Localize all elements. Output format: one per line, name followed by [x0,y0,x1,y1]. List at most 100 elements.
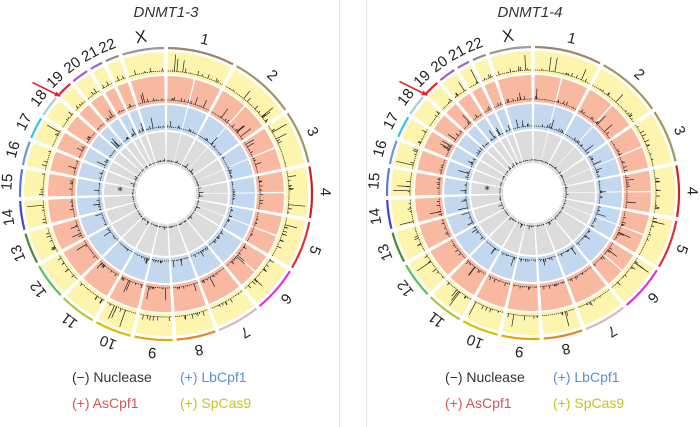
signal-spikes [121,244,129,252]
chromosome-segment-17: 17 [380,110,508,182]
signal-spikes [440,140,452,152]
track-lbcpf1 [91,135,118,160]
signal-spikes [118,110,123,113]
track-lbcpf1 [506,104,533,132]
chromosome-label: 19 [410,67,434,91]
ideogram-arc [388,140,398,165]
track-baseline [166,160,182,166]
signal-spikes [93,199,101,211]
track-baseline [578,110,611,140]
track-baseline [166,126,197,135]
highlight-arrow-head [421,90,428,96]
track-baseline [534,69,590,85]
chromosome-label: 19 [43,68,67,92]
signal-spikes [220,108,252,139]
signal-spikes [593,247,618,267]
signal-spikes [546,219,554,226]
chromosome-label: 12 [27,277,51,301]
track-baseline [145,285,171,289]
track-baseline [170,256,189,262]
track-nuclease [195,182,228,194]
track-baseline [463,121,472,130]
track-baseline [453,130,463,143]
track-baseline [450,239,466,259]
signal-spikes [495,127,504,136]
signal-spikes [229,87,274,123]
track-spcas9 [541,305,581,335]
signal-spikes [577,230,591,246]
track-lbcpf1 [123,250,151,281]
signal-spikes [467,158,475,166]
signal-spikes [646,217,665,241]
chromosome-segment-21: 21 [79,43,153,169]
chromosome-label: 20 [61,54,84,78]
track-spcas9 [66,279,106,317]
chromosome-label: 9 [514,343,524,361]
chromosome-label: 10 [464,330,486,352]
track-spcas9 [34,120,64,148]
track-nuclease [176,217,205,252]
signal-spikes [213,231,224,244]
track-lbcpf1 [129,109,146,136]
track-baseline [131,133,137,137]
track-baseline [221,156,232,180]
chromosome-segment-4: 4 [562,165,700,218]
track-lbcpf1 [181,107,207,138]
track-nuclease [540,132,562,167]
track-baseline [141,168,145,172]
track-baseline [485,240,500,252]
signal-spikes [527,225,534,230]
signal-spikes [434,111,440,117]
chromosome-label: 15 [0,173,17,191]
signal-spikes [566,135,594,154]
legend-spcas9: (+) SpCas9 [553,395,625,411]
track-spcas9 [107,59,128,85]
track-spcas9 [283,167,308,218]
track-lbcpf1 [76,178,103,196]
track-ascpf1 [472,86,494,116]
chromosome-segment-X: X [489,26,533,165]
track-baseline [137,99,165,105]
chromosome-label: 4 [316,188,333,197]
track-ascpf1 [450,257,488,296]
track-baseline [445,144,453,158]
signal-spikes [458,199,468,211]
ideogram-arc [30,117,43,139]
signal-spikes [471,226,484,240]
track-nuclease [562,181,595,193]
signal-spikes [400,202,414,226]
chromosome-segment-13: 13 [374,201,507,263]
ideogram-arc [42,97,57,116]
track-baseline [512,284,538,288]
signal-spikes [579,296,601,308]
chromosome-label: 20 [428,53,451,77]
track-lbcpf1 [490,249,518,280]
ideogram-arc [95,321,131,337]
signal-spikes [458,170,470,178]
ideogram-arc [658,220,678,268]
track-ascpf1 [618,210,649,235]
signal-spikes [489,276,509,286]
track-baseline [518,258,537,261]
track-spcas9 [391,168,415,196]
signal-spikes [455,82,465,98]
track-spcas9 [123,52,165,80]
signal-spikes [616,261,649,286]
ideogram-arc [543,329,583,340]
signal-spikes [461,212,474,226]
track-ascpf1 [446,103,474,132]
signal-spikes [68,160,78,173]
track-nuclease [519,222,536,255]
ideogram-arc [258,270,291,307]
signal-spikes [515,119,529,129]
chromosome-segment-10: 10 [462,219,526,352]
track-baseline [425,253,445,279]
chromosome-label: 16 [370,138,391,159]
track-spcas9 [636,215,673,265]
track-nuclease [471,194,504,209]
signal-spikes [130,182,136,188]
signal-spikes [184,311,205,320]
track-lbcpf1 [83,147,112,170]
signal-spikes [136,210,142,218]
ideogram-arc [535,45,601,65]
